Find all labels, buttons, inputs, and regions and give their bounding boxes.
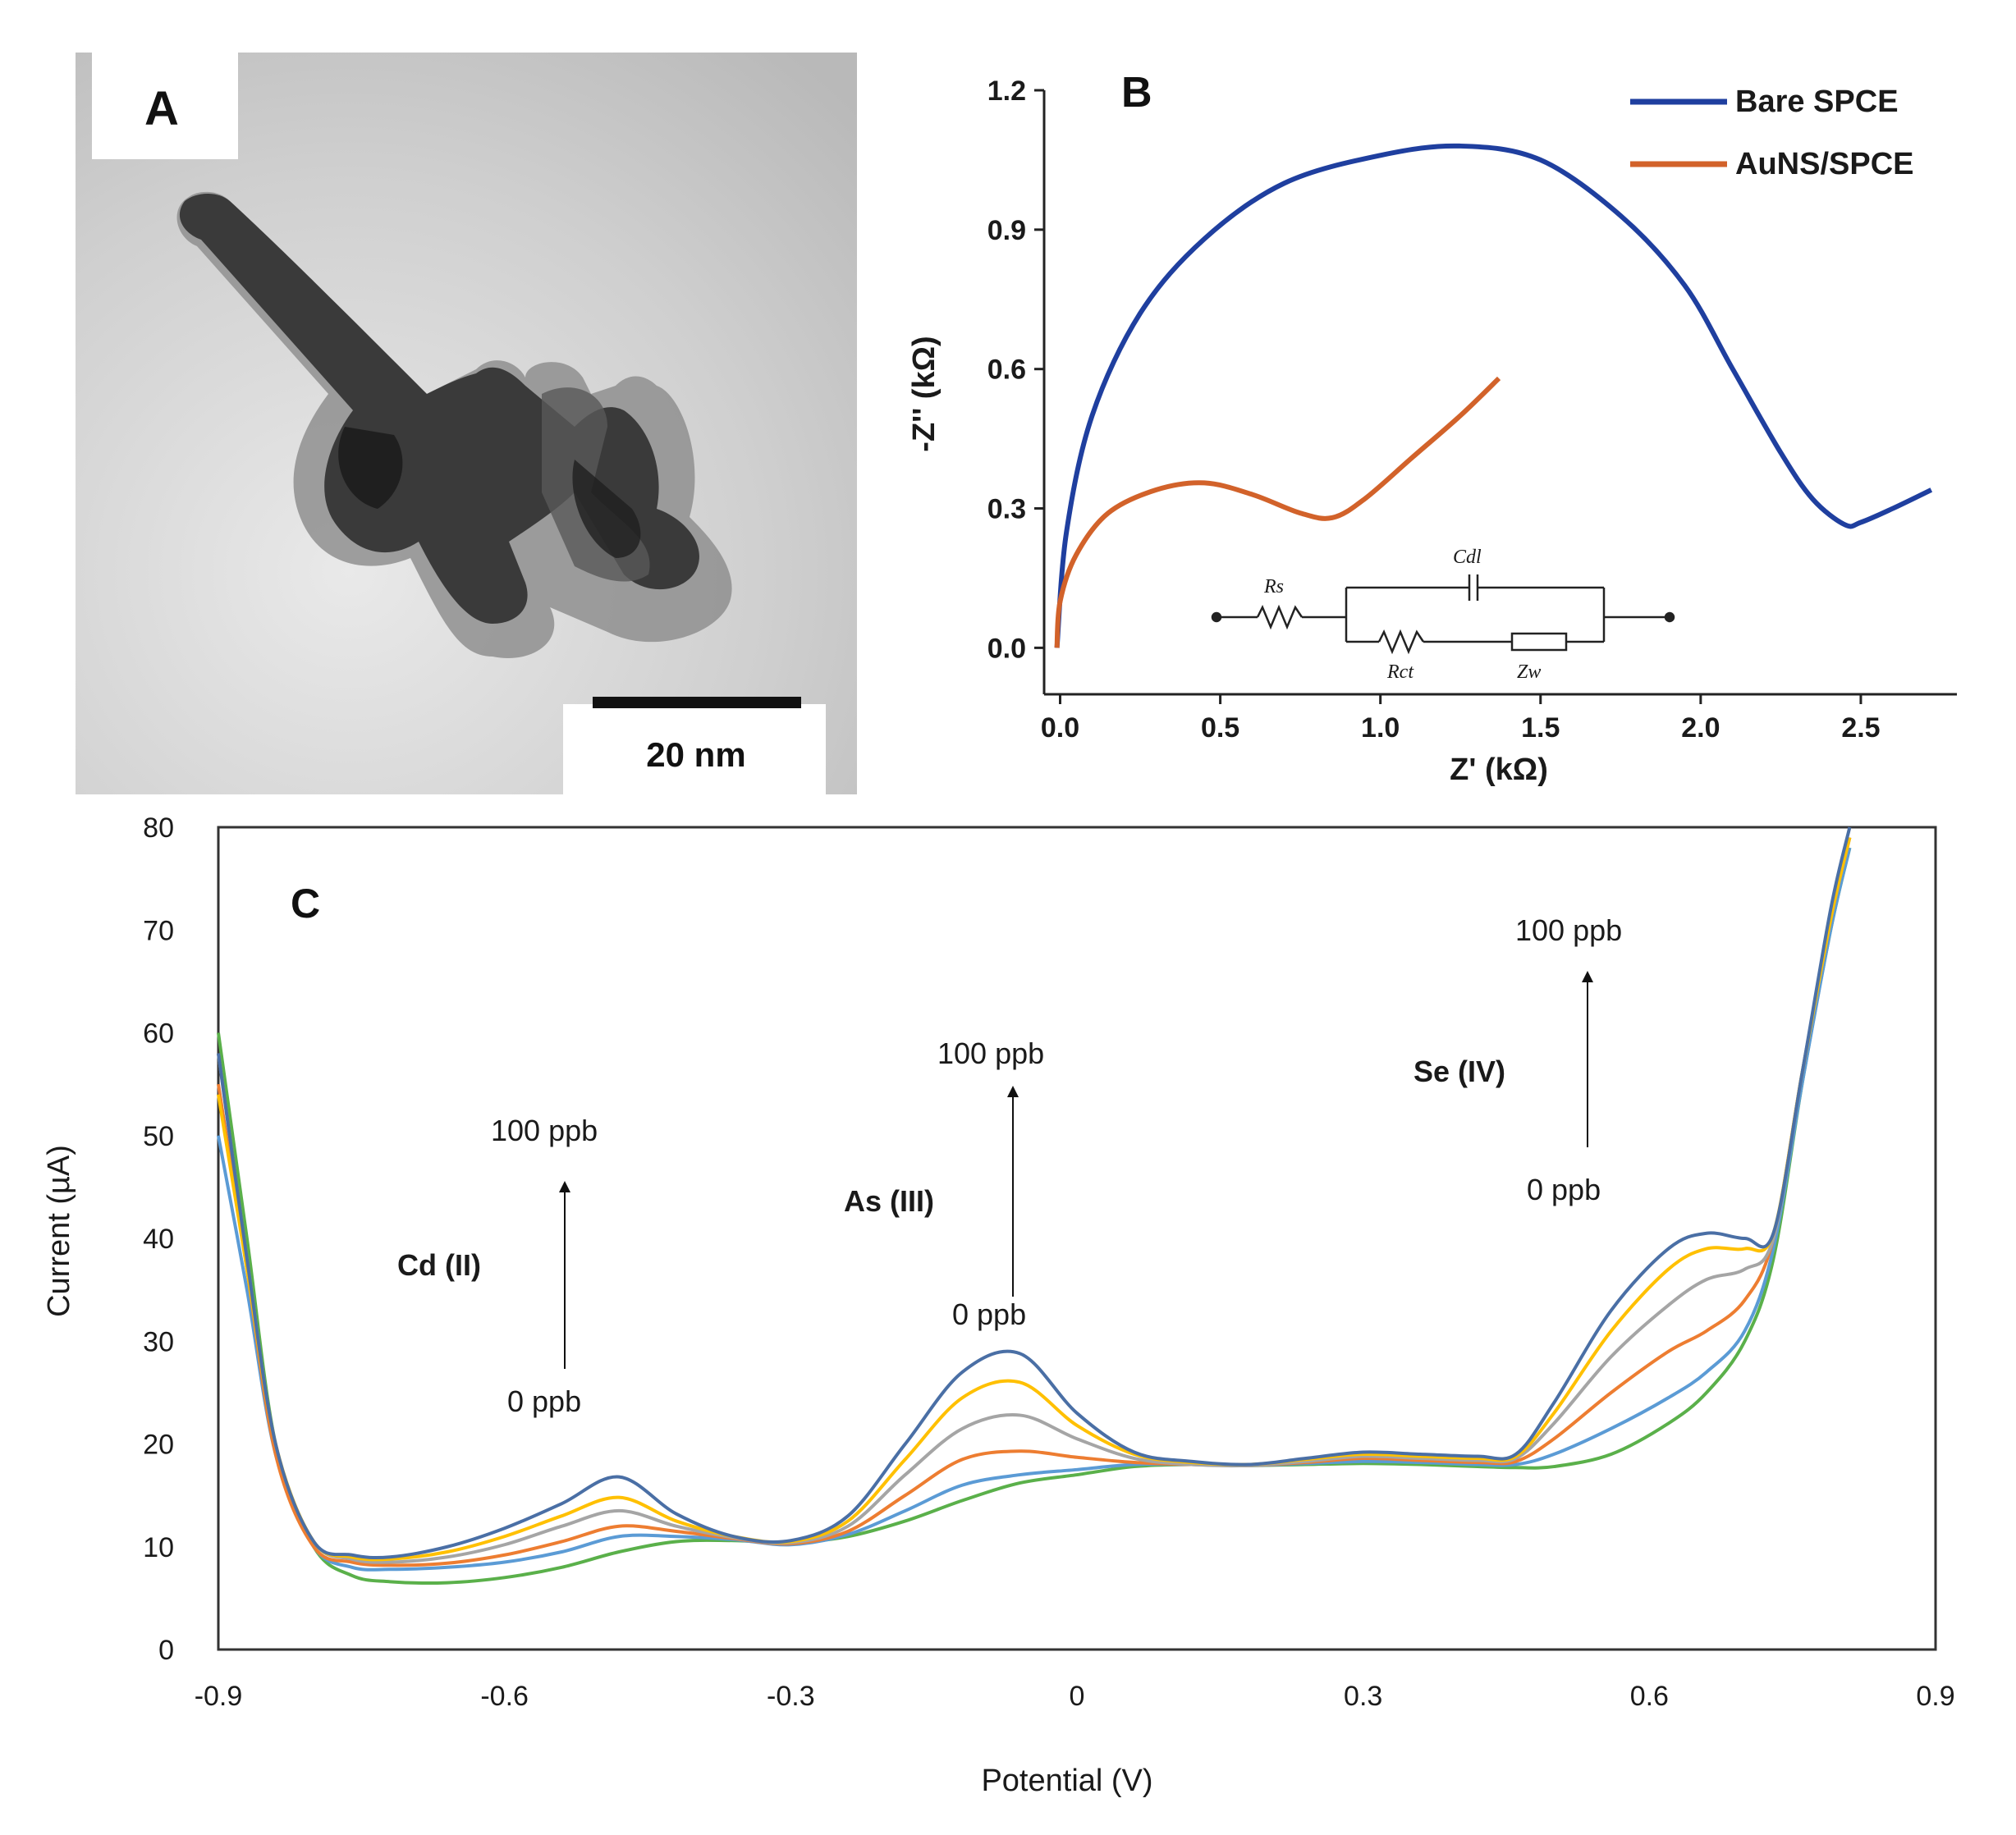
- annotation-as-species: As (III): [844, 1184, 934, 1218]
- panel-c-xtick-label: 0: [1070, 1681, 1085, 1712]
- circuit-terminal-right: [1664, 611, 1675, 623]
- panel-b-ytick-label: 0.9: [987, 215, 1026, 246]
- panel-b-xtick-label: 0.5: [1201, 712, 1239, 744]
- series-line-bare-spce: [1054, 143, 1933, 648]
- circuit-label-rs: Rs: [1263, 576, 1284, 597]
- legend-label-bare-spce: Bare SPCE: [1735, 85, 1899, 119]
- scale-bar-label: 20 nm: [646, 735, 745, 774]
- panel-c-xtick-label: 0.9: [1916, 1681, 1954, 1712]
- panel-a-label-box: [92, 53, 238, 159]
- panel-a-label: A: [144, 82, 179, 135]
- scale-bar-box: [563, 704, 826, 794]
- equivalent-circuit-inset: [1211, 574, 1675, 655]
- circuit-label-zw: Zw: [1517, 661, 1541, 683]
- panel-b-ytick-label: 0.3: [987, 494, 1026, 525]
- panel-b-ytick-label: 1.2: [987, 76, 1026, 107]
- warburg-element: [1510, 632, 1568, 652]
- panel-c-xtick-label: 0.6: [1630, 1681, 1669, 1712]
- panel-b-nyquist-chart: B 0.0 0.5 1.0 1.5 2.0 2.5 0.0 0.3 0.6 0.9 1.2 Z' (…: [907, 69, 1957, 787]
- annotation-se-species: Se (IV): [1413, 1055, 1505, 1088]
- panel-a: A 20 nm: [76, 53, 857, 794]
- panel-c-voltammetry-chart: C -0.9 -0.6 -0.3 0 0.3 0.6 0.9 0 10 20 30 40 50 60 70 8…: [42, 812, 1955, 1798]
- resistor-rct: [1377, 629, 1425, 655]
- series-line-75-ppb: [217, 837, 1852, 1564]
- panel-b-xtick-label: 0.0: [1041, 712, 1079, 744]
- panel-c-ytick-label: 50: [143, 1121, 174, 1152]
- resistor-rs: [1256, 604, 1304, 630]
- series-line-auns-spce: [1054, 376, 1501, 648]
- panel-c-xtick-label: -0.6: [480, 1681, 529, 1712]
- panel-c-ylabel: Current (µA): [42, 1145, 76, 1317]
- series-line-0-ppb: [217, 847, 1852, 1585]
- panel-c-ytick-label: 30: [143, 1326, 174, 1357]
- panel-b-label: B: [1121, 69, 1152, 117]
- annotation-se-high: 100 ppb: [1515, 913, 1622, 947]
- panel-b-ylabel: -Z'' (kΩ): [907, 336, 942, 451]
- panel-b-xtick-label: 1.0: [1361, 712, 1400, 744]
- panel-b-xtick-label: 2.5: [1841, 712, 1880, 744]
- panel-c-ytick-label: 0: [158, 1635, 174, 1666]
- panel-c-ytick-label: 60: [143, 1018, 174, 1050]
- panel-c-xtick-label: -0.3: [767, 1681, 815, 1712]
- series-line-25-ppb: [217, 847, 1852, 1572]
- annotation-as-high: 100 ppb: [937, 1036, 1044, 1070]
- panel-c-ytick-label: 80: [143, 812, 174, 844]
- panel-b-ytick-label: 0.6: [987, 355, 1026, 386]
- panel-c-ticks: -0.9 -0.6 -0.3 0 0.3 0.6 0.9 0 10 20 30 40 50 60 70 80: [143, 812, 1954, 1712]
- panel-c-ytick-label: 70: [143, 915, 174, 946]
- panel-c-label: C: [291, 881, 320, 927]
- panel-c-plot-frame: [217, 826, 1937, 1651]
- panel-b-xlabel: Z' (kΩ): [1450, 753, 1548, 787]
- annotation-cd-low: 0 ppb: [507, 1384, 581, 1418]
- annotation-cd-high: 100 ppb: [491, 1114, 598, 1147]
- panel-c-xlabel: Potential (V): [981, 1764, 1152, 1798]
- series-line-100-ppb: [217, 826, 1852, 1560]
- annotation-se-low: 0 ppb: [1527, 1173, 1601, 1206]
- panel-c-ytick-label: 10: [143, 1532, 174, 1563]
- panel-c-ytick-label: 20: [143, 1430, 174, 1461]
- panel-b-legend: Bare SPCE AuNS/SPCE: [1630, 85, 1913, 181]
- series-line-90-ppb: [217, 837, 1852, 1562]
- circuit-terminal-left: [1211, 611, 1222, 623]
- panel-c-ytick-label: 40: [143, 1224, 174, 1255]
- annotation-cd-species: Cd (II): [397, 1248, 481, 1282]
- circuit-label-cdl: Cdl: [1453, 547, 1482, 568]
- legend-label-auns-spce: AuNS/SPCE: [1735, 147, 1913, 181]
- panel-b-ticks: 0.0 0.5 1.0 1.5 2.0 2.5 0.0 0.3 0.6 0.9 1.2: [987, 76, 1881, 744]
- panel-c-xtick-label: -0.9: [195, 1681, 243, 1712]
- circuit-label-rct: Rct: [1386, 661, 1414, 683]
- panel-b-series: [1054, 143, 1933, 648]
- panel-c-series: [217, 826, 1852, 1585]
- annotation-as-low: 0 ppb: [952, 1297, 1026, 1331]
- panel-c-xtick-label: 0.3: [1344, 1681, 1382, 1712]
- panel-b-xtick-label: 1.5: [1521, 712, 1560, 744]
- nanostar-image: [176, 191, 732, 658]
- series-line-50-ppb: [217, 837, 1852, 1567]
- panel-b-xtick-label: 2.0: [1681, 712, 1720, 744]
- panel-b-ytick-label: 0.0: [987, 633, 1026, 664]
